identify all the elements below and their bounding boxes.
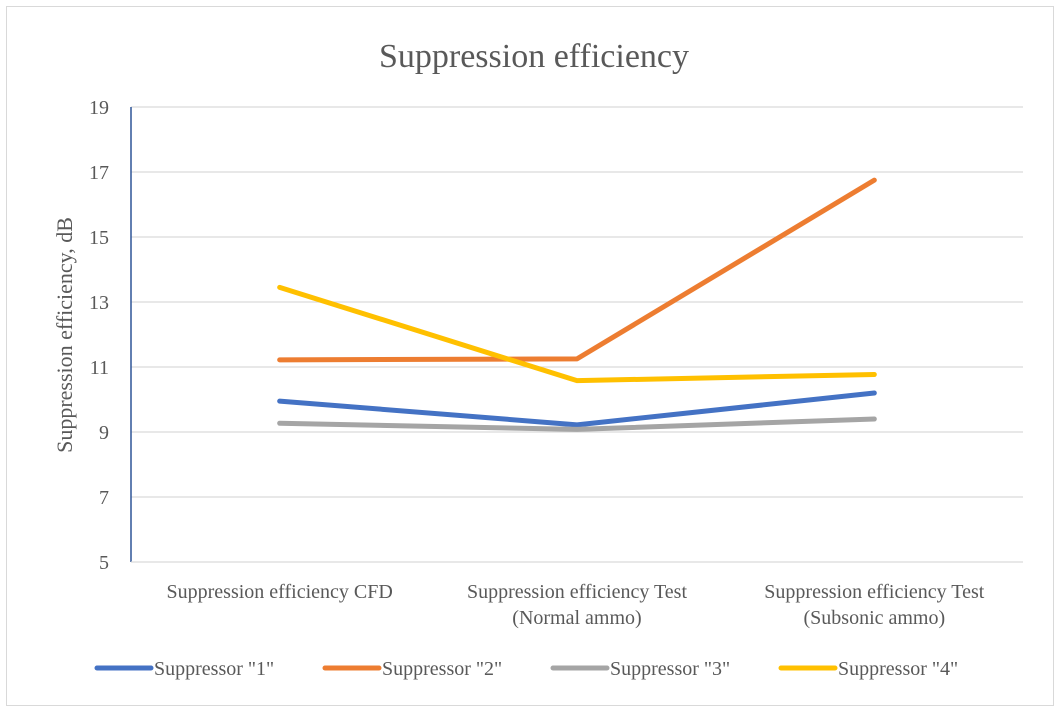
legend-label: Suppressor "3" [610, 658, 730, 680]
series-line-4 [277, 284, 877, 384]
y-tick-label: 7 [99, 487, 109, 509]
y-tick-label: 13 [89, 292, 109, 314]
x-tick-label: Suppression efficiency Test (Subsonic amm… [764, 581, 984, 629]
legend-label: Suppressor "1" [154, 658, 274, 680]
legend: Suppressor "1" Suppressor "2" Suppressor "… [94, 658, 958, 680]
y-tick-label: 5 [99, 552, 109, 574]
grid-lines [131, 106, 1023, 498]
y-axis-label: Suppression efficiency, dB [52, 217, 77, 453]
legend-label: Suppressor "2" [382, 658, 502, 680]
legend-label: Suppressor "4" [838, 658, 958, 680]
chart-frame [6, 6, 1054, 706]
axes: 5 7 9 11 13 15 17 19 Suppression efficiency CFD S… [89, 97, 1023, 629]
y-tick-label: 9 [99, 422, 109, 444]
y-tick-label: 19 [89, 97, 109, 119]
series-lines [277, 177, 877, 432]
x-tick-label: Suppression efficiency Test (Normal ammo) [467, 581, 687, 629]
y-tick-label: 11 [90, 357, 109, 379]
series-line-1 [277, 390, 877, 428]
series-line-2 [277, 177, 877, 363]
chart-title: Suppression efficiency [379, 38, 689, 75]
y-tick-label: 17 [89, 162, 109, 184]
series-line-3 [277, 416, 877, 432]
x-tick-label: Suppression efficiency CFD [167, 581, 393, 603]
y-tick-label: 15 [89, 227, 109, 249]
